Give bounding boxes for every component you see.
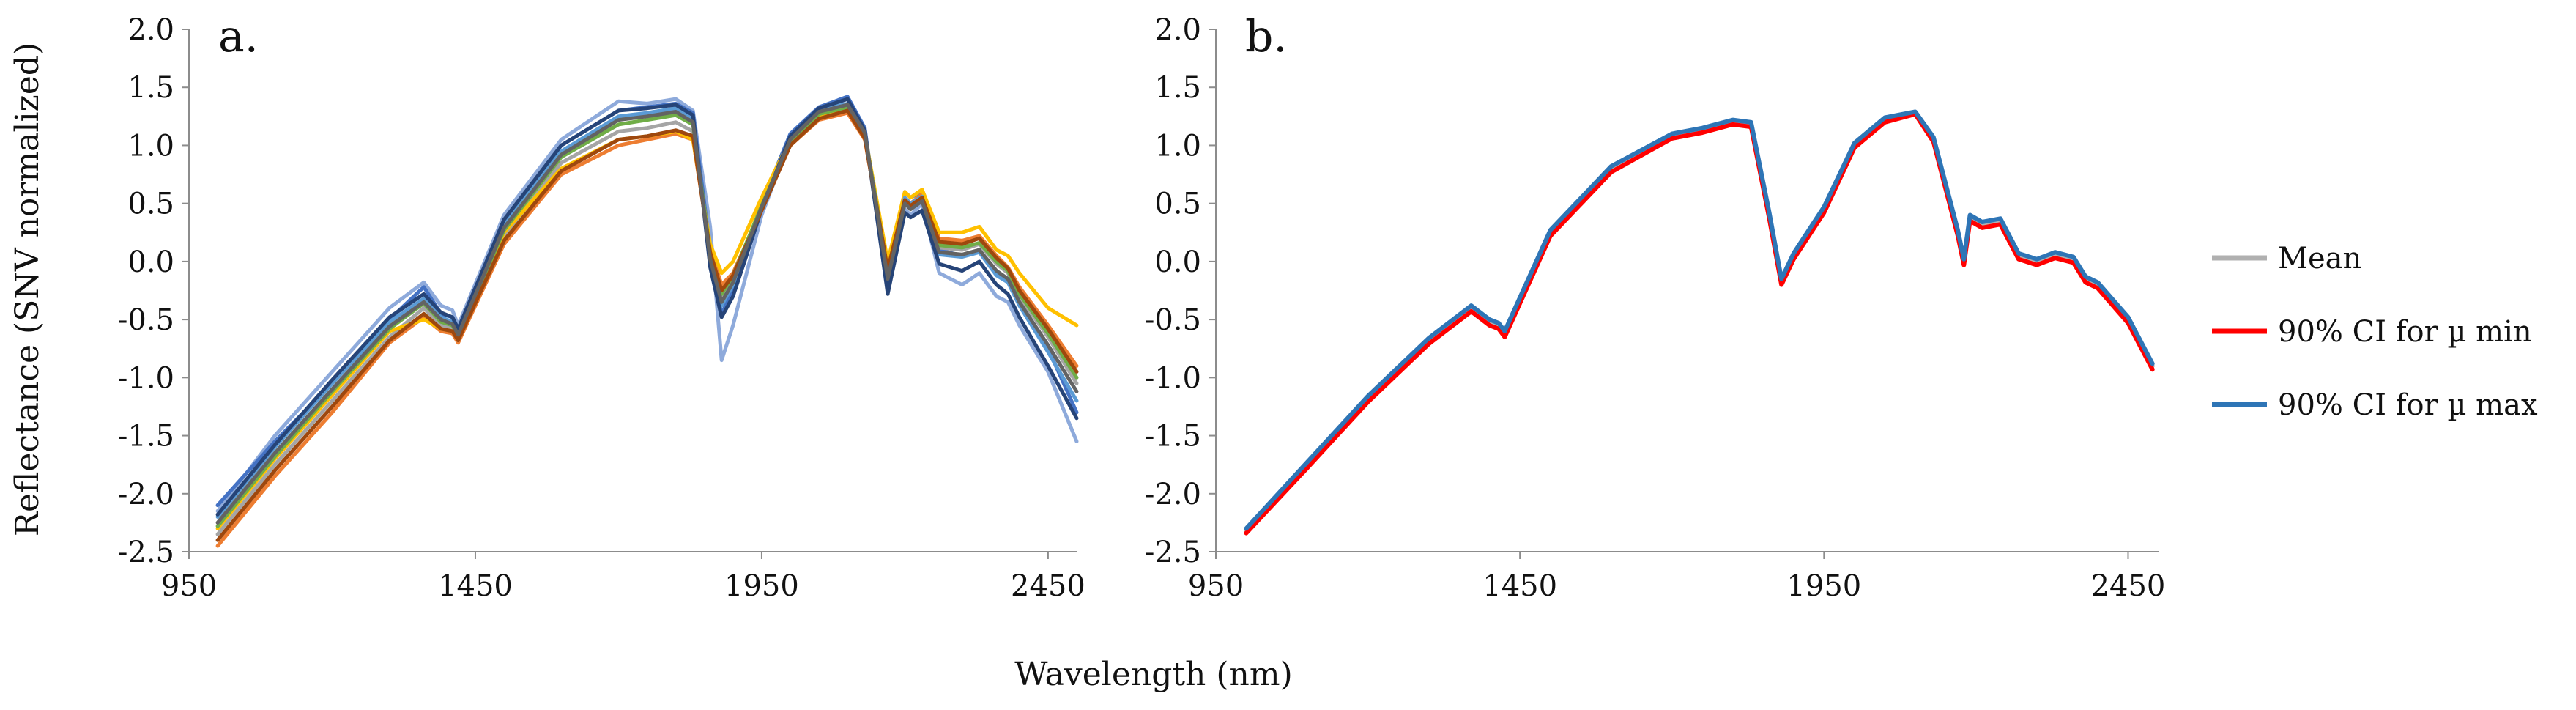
x-tick-label: 1450 <box>438 569 513 603</box>
x-tick-label: 1950 <box>1786 569 1861 603</box>
legend: Mean 90% CI for µ min 90% CI for µ max <box>2212 242 2538 422</box>
y-tick-label: 1.5 <box>127 71 174 105</box>
y-tick-label: -1.0 <box>118 361 174 395</box>
y-tick-label: -2.0 <box>1145 478 1201 511</box>
y-tick-label: 0.0 <box>1154 245 1201 279</box>
y-tick-label: -1.5 <box>1145 420 1201 454</box>
y-tick-label: -1.5 <box>118 420 174 454</box>
y-tick-label: -1.0 <box>1145 361 1201 395</box>
y-tick-label: -0.5 <box>118 303 174 337</box>
series-line-7 <box>215 105 1079 528</box>
panel-label: b. <box>1245 11 1287 62</box>
legend-entry: 90% CI for µ max <box>2278 388 2538 422</box>
legend-entry: 90% CI for µ min <box>2278 315 2532 349</box>
x-tick-label: 950 <box>1188 569 1244 603</box>
series-line-2 <box>1244 111 2155 536</box>
y-tick-label: 2.0 <box>1154 13 1201 47</box>
y-tick-label: 1.5 <box>1154 71 1201 105</box>
series-line-2 <box>215 95 1079 508</box>
series-line-1 <box>1244 111 2155 533</box>
x-tick-label: 1450 <box>1482 569 1557 603</box>
x-tick-label: 1950 <box>724 569 799 603</box>
series-line-4 <box>215 106 1079 536</box>
y-tick-label: -2.5 <box>1145 536 1201 569</box>
series-line-5 <box>215 108 1079 530</box>
x-axis-title: Wavelength (nm) <box>1014 656 1293 693</box>
series-line-1 <box>215 97 1079 513</box>
series-line-3 <box>215 111 1079 548</box>
y-tick-label: 0.5 <box>127 188 174 221</box>
y-tick-label: 0.0 <box>127 245 174 279</box>
y-tick-label: 1.0 <box>1154 129 1201 163</box>
y-tick-label: 0.5 <box>1154 188 1201 221</box>
y-tick-label: 1.0 <box>127 129 174 163</box>
x-tick-label: 2450 <box>2091 569 2166 603</box>
series-line-3 <box>1244 109 2155 531</box>
series-line-6 <box>215 101 1079 519</box>
y-tick-label: -0.5 <box>1145 303 1201 337</box>
x-tick-label: 2450 <box>1011 569 1085 603</box>
y-tick-label: 2.0 <box>127 13 174 47</box>
y-axis-title: Reflectance (SNV normalized) <box>9 42 46 536</box>
legend-entry: Mean <box>2278 242 2361 276</box>
y-tick-label: -2.0 <box>118 478 174 511</box>
series-line-10 <box>215 103 1079 525</box>
series-line-9 <box>215 108 1079 542</box>
x-tick-label: 950 <box>161 569 217 603</box>
y-tick-label: -2.5 <box>118 536 174 569</box>
panel-label: a. <box>218 11 259 62</box>
series-line-8 <box>215 97 1079 517</box>
